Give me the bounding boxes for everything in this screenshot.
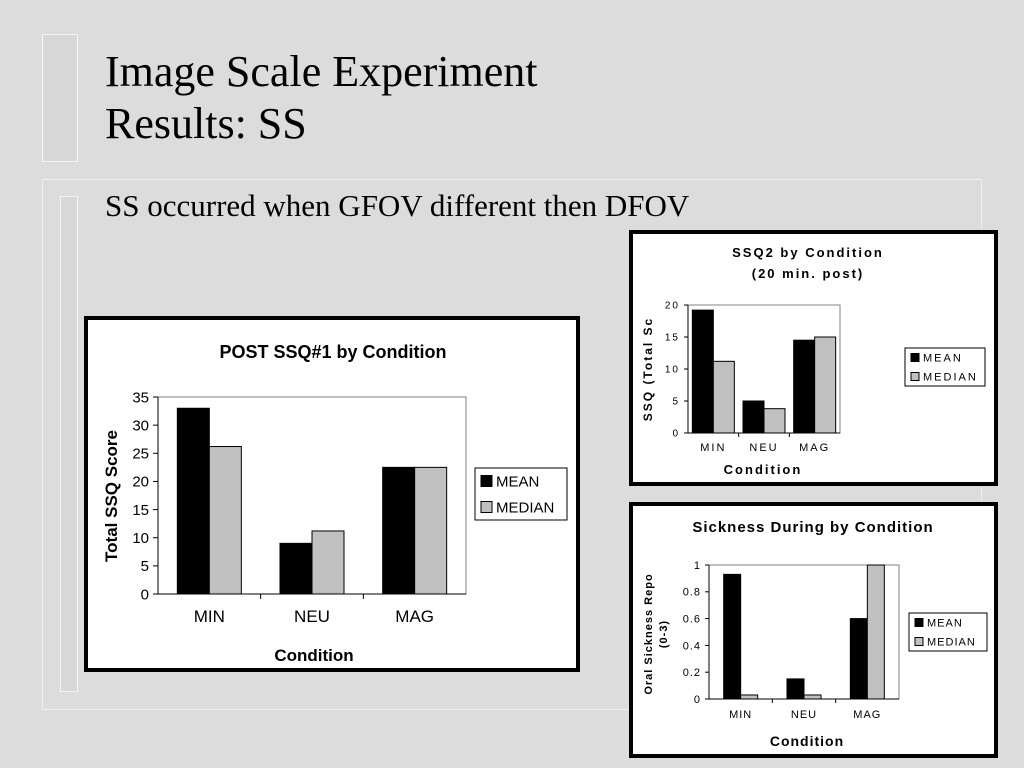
bar-median-neu (311, 530, 345, 595)
x-category-label: MIN (729, 709, 752, 721)
y-tick-label: 0.4 (683, 640, 701, 652)
y-tick-label: 1 (694, 560, 701, 572)
y-tick-label: 25 (132, 446, 149, 463)
legend-label-mean: MEAN (496, 473, 539, 490)
legend-swatch-median (914, 637, 924, 646)
x-axis-title: Condition (724, 462, 803, 477)
slide-title-line-2: Results: SS (105, 99, 307, 148)
x-category-label: NEU (749, 442, 778, 454)
y-tick-label: 30 (132, 417, 149, 434)
y-tick-label: 10 (665, 365, 680, 376)
y-tick-label: 0 (141, 586, 149, 603)
bar-median-mag (866, 564, 885, 700)
chart2-svg: SSQ2 by Condition (20 min. post) 0 5 10 15 20 M… (641, 245, 986, 477)
y-tick-label: 5 (672, 397, 680, 408)
bar-mean-neu (786, 678, 805, 700)
chart-title: POST SSQ#1 by Condition (219, 342, 446, 362)
y-tick-label: 0 (672, 429, 680, 440)
x-category-label: MAG (395, 607, 434, 626)
legend-label-median: MEDIAN (923, 371, 978, 383)
x-category-label: MIN (194, 607, 225, 626)
slide-title: Image Scale Experiment Results: SS (105, 46, 537, 150)
y-tick-label: 10 (132, 530, 149, 547)
legend-swatch-median (480, 501, 493, 513)
y-tick-label: 5 (141, 558, 149, 575)
bar-mean-neu (742, 400, 765, 434)
chart1-svg: POST SSQ#1 by Condition 0 5 10 15 20 25 30 35 MIN… (102, 342, 568, 665)
bar-median-min (740, 694, 759, 700)
chart-title: SSQ2 by Condition (732, 245, 884, 260)
bar-median-mag (414, 466, 448, 595)
legend-label-median: MEDIAN (927, 636, 976, 648)
chart-title: Sickness During by Condition (692, 519, 933, 536)
bar-median-min (712, 360, 735, 434)
y-axis-title: SSQ (Total Sc (641, 317, 655, 421)
y-tick-label: 0.8 (683, 587, 701, 599)
x-category-label: MAG (799, 442, 830, 454)
bar-mean-min (691, 309, 714, 434)
chart3-svg: Sickness During by Condition 0 0.2 0.4 0.6 0.… (643, 519, 988, 749)
bar-median-neu (763, 408, 786, 434)
bar-mean-mag (382, 466, 416, 595)
content-accent-bar (60, 196, 78, 692)
y-tick-label: 0.6 (683, 613, 701, 625)
chart-subtitle: (20 min. post) (752, 266, 865, 281)
x-category-label: MIN (700, 442, 726, 454)
bar-mean-min (176, 407, 210, 595)
bar-mean-neu (279, 542, 313, 595)
x-axis-title: Condition (770, 733, 844, 749)
bullet-text: SS occurred when GFOV different then DFO… (105, 188, 690, 223)
y-axis-title: Total SSQ Score (102, 430, 121, 562)
y-tick-label: 15 (665, 333, 680, 344)
x-axis-title: Condition (274, 646, 353, 665)
y-axis-title: Oral Sickness Repo (643, 573, 655, 694)
y-axis-title-line-2: (0-3) (658, 620, 670, 648)
legend-swatch-median (910, 372, 920, 381)
y-tick-label: 0.2 (683, 667, 701, 679)
x-category-label: MAG (853, 709, 881, 721)
bar-mean-mag (793, 339, 816, 434)
y-tick-label: 20 (132, 474, 149, 491)
bar-median-min (208, 446, 242, 595)
bar-median-neu (803, 694, 822, 700)
legend-swatch-mean (480, 475, 493, 487)
x-category-label: NEU (791, 709, 817, 721)
y-tick-label: 35 (132, 389, 149, 406)
y-tick-label: 15 (132, 502, 149, 519)
title-accent-bar (42, 34, 78, 162)
legend-label-median: MEDIAN (496, 499, 554, 516)
slide-title-line-1: Image Scale Experiment (105, 47, 538, 96)
legend-label-mean: MEAN (927, 617, 963, 629)
bar-mean-min (723, 573, 742, 700)
bar-median-mag (814, 336, 837, 434)
x-category-label: NEU (294, 607, 330, 626)
chart-ssq2: SSQ2 by Condition (20 min. post) 0 5 10 15 20 M… (629, 230, 998, 486)
chart-post-ssq1: POST SSQ#1 by Condition 0 5 10 15 20 25 30 35 MIN… (84, 316, 580, 672)
bar-mean-mag (849, 618, 868, 700)
y-tick-label: 0 (694, 694, 701, 706)
legend-swatch-mean (914, 618, 924, 627)
legend-swatch-mean (910, 353, 920, 362)
y-tick-label: 20 (665, 301, 680, 312)
legend-label-mean: MEAN (923, 352, 963, 364)
chart-sickness-during: Sickness During by Condition 0 0.2 0.4 0.6 0.… (629, 502, 998, 758)
